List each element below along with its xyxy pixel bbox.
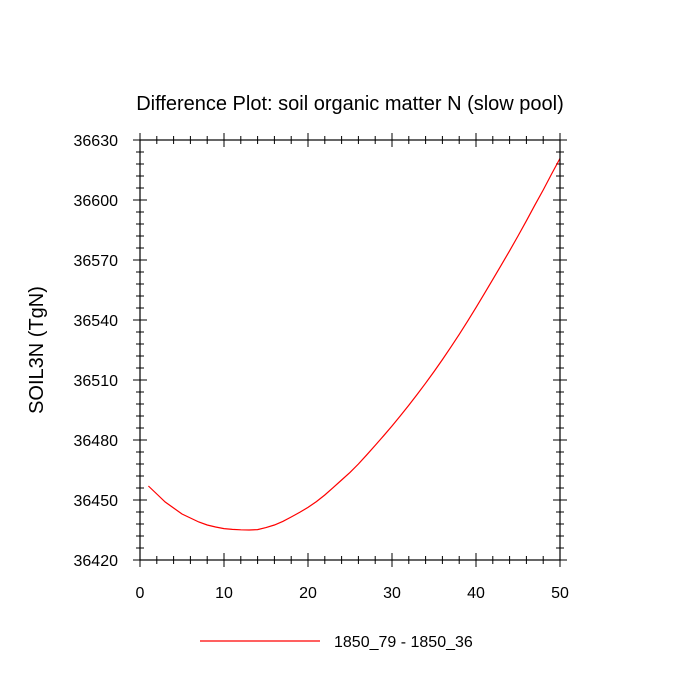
y-tick-label: 36480 xyxy=(74,433,119,450)
x-tick-label: 40 xyxy=(467,585,485,602)
chart-title: Difference Plot: soil organic matter N (… xyxy=(136,93,564,115)
series-layer xyxy=(147,158,561,531)
x-tick-label: 30 xyxy=(383,585,401,602)
y-axis-label: SOIL3N (TgN) xyxy=(26,286,48,414)
legend-label: 1850_79 - 1850_36 xyxy=(334,634,473,651)
x-tick-label: 50 xyxy=(551,585,569,602)
plot-frame xyxy=(139,139,561,561)
y-tick-label: 36420 xyxy=(74,553,119,570)
y-tick-label: 36510 xyxy=(74,373,119,390)
y-tick-label: 36630 xyxy=(74,133,119,150)
axis-ticks xyxy=(133,133,567,567)
x-tick-label: 10 xyxy=(215,585,233,602)
y-tick-label: 36570 xyxy=(74,253,119,270)
y-tick-label: 36600 xyxy=(74,193,119,210)
x-tick-label: 0 xyxy=(136,585,145,602)
y-tick-label: 36450 xyxy=(74,493,119,510)
y-tick-label: 36540 xyxy=(74,313,119,330)
series-line xyxy=(147,158,561,531)
legend: 1850_79 - 1850_36 xyxy=(200,634,473,651)
x-tick-label: 20 xyxy=(299,585,317,602)
axis-tick-labels: 0 10 20 30 40 50 36420 36450 36480 36510 36540 3657… xyxy=(74,133,570,602)
